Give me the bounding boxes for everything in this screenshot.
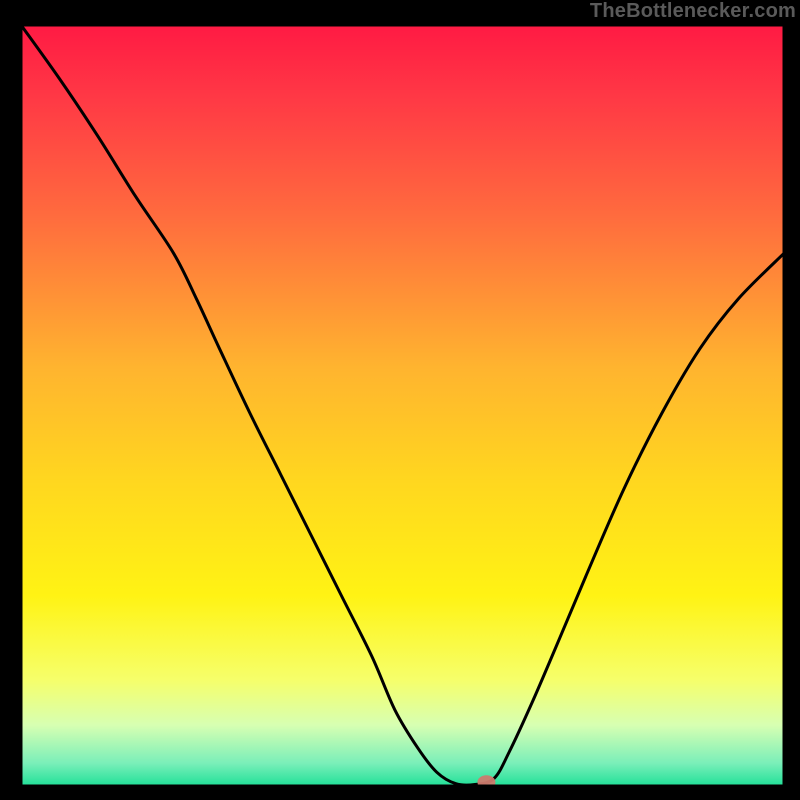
bottleneck-curve-chart <box>0 0 800 800</box>
chart-frame: TheBottlenecker.com <box>0 0 800 800</box>
plot-background-gradient <box>21 25 784 786</box>
watermark-text: TheBottlenecker.com <box>590 0 796 23</box>
